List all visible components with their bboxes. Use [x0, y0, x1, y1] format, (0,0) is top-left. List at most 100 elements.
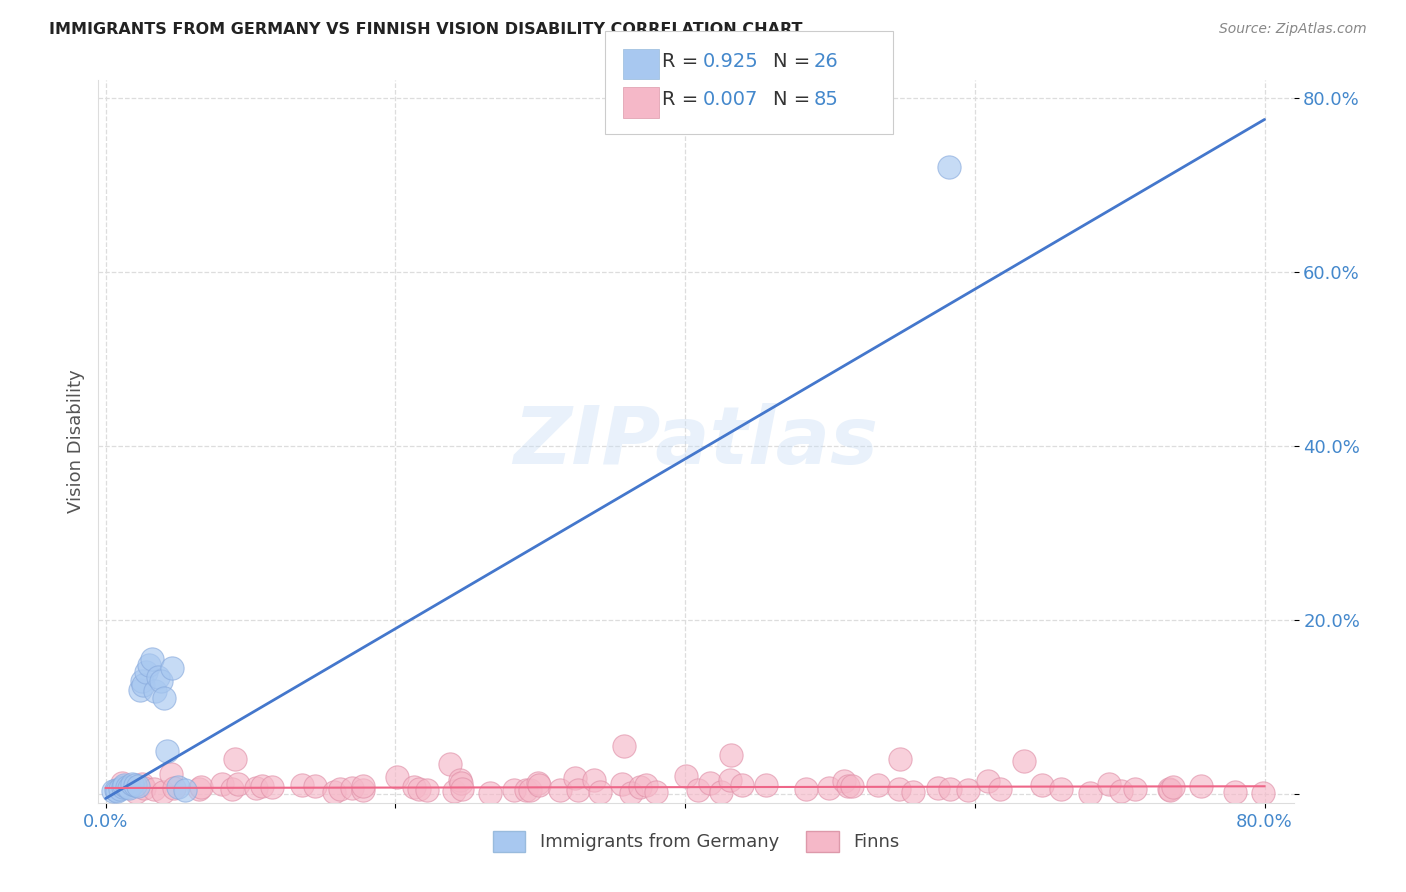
Point	[117, 780, 139, 794]
Point	[1189, 779, 1212, 793]
Y-axis label: Vision Disability: Vision Disability	[66, 369, 84, 514]
Point	[1078, 786, 1101, 800]
Point	[817, 781, 839, 796]
Point	[132, 678, 155, 692]
Text: IMMIGRANTS FROM GERMANY VS FINNISH VISION DISABILITY CORRELATION CHART: IMMIGRANTS FROM GERMANY VS FINNISH VISIO…	[49, 22, 803, 37]
Point	[720, 747, 742, 762]
Text: Source: ZipAtlas.com: Source: ZipAtlas.com	[1219, 22, 1367, 37]
Point	[841, 779, 863, 793]
Point	[131, 777, 153, 791]
Text: 0.007: 0.007	[703, 90, 758, 109]
Point	[224, 752, 246, 766]
Point	[889, 752, 911, 766]
Point	[548, 783, 571, 797]
Point	[449, 772, 471, 787]
Point	[323, 785, 346, 799]
Point	[1251, 786, 1274, 800]
Point	[152, 691, 174, 706]
Point	[889, 782, 911, 797]
Point	[152, 785, 174, 799]
Text: N =: N =	[773, 90, 817, 109]
Point	[132, 780, 155, 795]
Text: 0.925: 0.925	[703, 52, 759, 70]
Point	[834, 774, 856, 789]
Point	[114, 778, 136, 792]
Point	[127, 779, 149, 793]
Point	[188, 782, 211, 797]
Point	[527, 775, 550, 789]
Point	[503, 782, 526, 797]
Point	[125, 785, 148, 799]
Point	[478, 786, 501, 800]
Point	[613, 739, 636, 754]
Point	[138, 658, 160, 673]
Text: 26: 26	[814, 52, 839, 70]
Point	[1225, 785, 1247, 799]
Point	[304, 779, 326, 793]
Point	[163, 781, 186, 796]
Point	[118, 780, 141, 795]
Point	[146, 669, 169, 683]
Point	[1098, 777, 1121, 791]
Point	[352, 780, 374, 794]
Point	[710, 785, 733, 799]
Point	[329, 782, 352, 797]
Point	[866, 778, 889, 792]
Point	[636, 779, 658, 793]
Point	[610, 777, 633, 791]
Point	[567, 783, 589, 797]
Point	[837, 779, 859, 793]
Point	[956, 783, 979, 797]
Point	[135, 665, 157, 680]
Point	[162, 661, 184, 675]
Point	[1031, 778, 1053, 792]
Point	[352, 783, 374, 797]
Point	[408, 782, 430, 797]
Point	[112, 780, 135, 794]
Point	[155, 743, 177, 757]
Point	[101, 784, 124, 798]
Point	[221, 781, 243, 796]
Point	[1012, 754, 1035, 768]
Point	[108, 781, 131, 796]
Point	[628, 780, 651, 794]
Text: R =: R =	[662, 52, 704, 70]
Point	[675, 769, 697, 783]
Point	[262, 780, 284, 795]
Point	[699, 776, 721, 790]
Point	[211, 777, 233, 791]
Point	[250, 780, 273, 794]
Point	[938, 161, 960, 175]
Point	[1050, 782, 1073, 797]
Point	[340, 780, 363, 795]
Point	[644, 784, 666, 798]
Point	[515, 783, 537, 797]
Point	[111, 775, 134, 789]
Point	[718, 773, 741, 788]
Point	[143, 781, 166, 796]
Point	[129, 682, 152, 697]
Point	[387, 770, 409, 784]
Point	[416, 783, 439, 797]
Legend: Immigrants from Germany, Finns: Immigrants from Germany, Finns	[485, 823, 907, 859]
Point	[927, 780, 949, 795]
Point	[174, 782, 197, 797]
Point	[794, 782, 817, 797]
Point	[901, 785, 924, 799]
Point	[564, 771, 586, 785]
Point	[105, 783, 128, 797]
Point	[1161, 780, 1184, 794]
Point	[589, 785, 612, 799]
Point	[519, 783, 541, 797]
Point	[121, 777, 143, 791]
Text: N =: N =	[773, 52, 817, 70]
Point	[439, 756, 461, 771]
Point	[131, 673, 153, 688]
Point	[620, 786, 643, 800]
Point	[141, 652, 163, 666]
Point	[938, 782, 960, 797]
Point	[167, 780, 190, 794]
Point	[1159, 781, 1181, 796]
Text: 85: 85	[814, 90, 839, 109]
Point	[976, 774, 998, 789]
